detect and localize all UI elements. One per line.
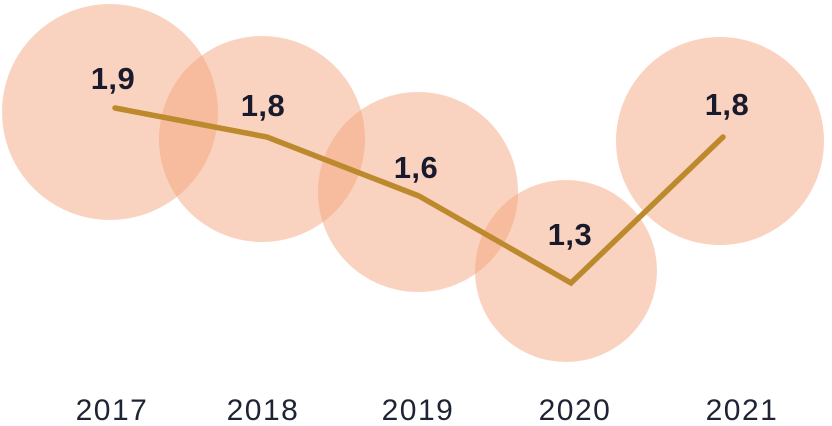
x-axis-label-2021: 2021 bbox=[706, 394, 779, 426]
value-label-2017: 1,9 bbox=[91, 61, 136, 96]
bubble-2020 bbox=[475, 180, 657, 362]
x-axis-label-2020: 2020 bbox=[539, 394, 612, 426]
value-label-2021: 1,8 bbox=[705, 87, 750, 122]
value-label-2020: 1,3 bbox=[548, 217, 593, 252]
bubble-2017 bbox=[2, 4, 218, 220]
value-label-2019: 1,6 bbox=[394, 150, 439, 185]
x-axis-labels-layer: 2017 2018 2019 2020 2021 bbox=[76, 394, 779, 426]
value-label-2018: 1,8 bbox=[241, 88, 286, 123]
bubbles-layer bbox=[2, 4, 824, 362]
trend-line bbox=[112, 105, 726, 287]
x-axis-label-2019: 2019 bbox=[382, 394, 455, 426]
bubble-2018 bbox=[159, 36, 365, 242]
trend-line-layer bbox=[112, 105, 726, 287]
x-axis-label-2018: 2018 bbox=[227, 394, 300, 426]
value-labels-layer: 1,9 1,8 1,6 1,3 1,8 bbox=[91, 61, 750, 252]
x-axis-label-2017: 2017 bbox=[76, 394, 149, 426]
bubble-2019 bbox=[318, 92, 518, 292]
